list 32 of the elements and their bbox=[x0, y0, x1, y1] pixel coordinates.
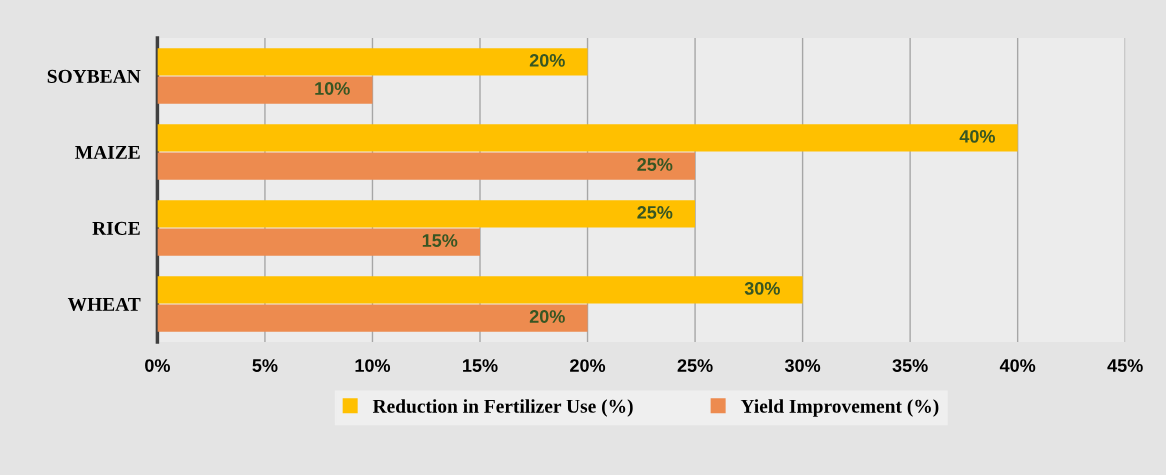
y-tick-label: MAIZE bbox=[75, 145, 140, 159]
x-tick-label: 40% bbox=[999, 359, 1036, 372]
bar bbox=[157, 228, 480, 256]
x-tick-label: 35% bbox=[892, 359, 928, 372]
bar bbox=[157, 48, 588, 76]
x-tick-label: 20% bbox=[570, 359, 606, 372]
x-tick-label: 45% bbox=[1107, 359, 1143, 372]
y-tick-label: SOYBEAN bbox=[47, 69, 141, 83]
x-tick-label: 5% bbox=[252, 359, 278, 372]
legend-label: Yield Improvement (%) bbox=[740, 399, 939, 417]
data-label: 30% bbox=[744, 282, 780, 295]
bar bbox=[157, 124, 1018, 152]
data-label: 10% bbox=[315, 82, 350, 95]
data-label: 15% bbox=[422, 234, 458, 247]
bar bbox=[157, 276, 803, 304]
bar bbox=[157, 152, 696, 180]
x-tick-label: 30% bbox=[784, 359, 821, 372]
x-tick-label: 25% bbox=[677, 359, 713, 372]
bar bbox=[157, 200, 696, 228]
y-tick-label: RICE bbox=[92, 221, 140, 235]
x-tick-label: 0% bbox=[145, 359, 170, 372]
data-label: 25% bbox=[637, 206, 673, 219]
x-tick-label: 15% bbox=[463, 359, 498, 372]
data-label: 20% bbox=[529, 310, 565, 323]
data-label: 40% bbox=[959, 130, 995, 143]
y-tick-label: WHEAT bbox=[67, 297, 141, 312]
legend-label: Reduction in Fertilizer Use (%) bbox=[372, 399, 633, 417]
data-label: 20% bbox=[529, 54, 565, 67]
x-tick-label: 10% bbox=[355, 359, 391, 372]
bar bbox=[157, 304, 588, 332]
bar bbox=[157, 76, 373, 104]
data-label: 25% bbox=[637, 158, 673, 171]
